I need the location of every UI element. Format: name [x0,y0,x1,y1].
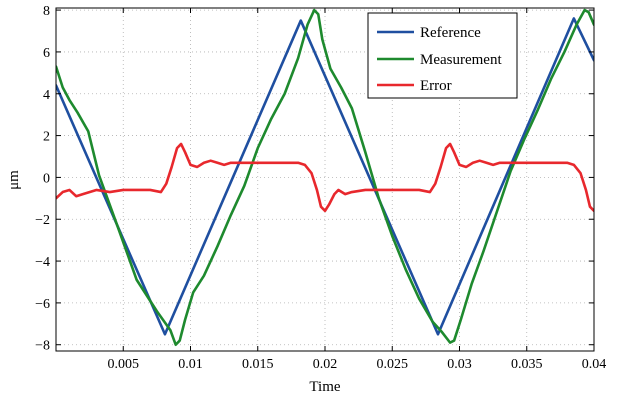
x-tick-label: 0.04 [582,357,607,372]
x-tick-label: 0.02 [313,357,338,372]
legend-label-reference: Reference [420,25,481,41]
legend-label-error: Error [420,78,452,94]
y-tick-label: 4 [43,88,50,103]
y-tick-label: 6 [43,46,50,61]
legend-label-measurement: Measurement [420,52,502,68]
y-tick-label: 2 [43,130,50,145]
y-tick-label: 0 [43,171,50,186]
y-tick-label: 8 [43,4,50,19]
series-error-line [56,142,594,213]
axis-ticks: 0.005 0.01 0.015 0.02 0.025 0.03 0.035 0.04 8 6 4 2… [35,4,606,372]
x-tick-label: 0.025 [377,357,409,372]
x-tick-label: 0.03 [447,357,472,372]
x-tick-label: 0.015 [242,357,274,372]
x-tick-label: 0.01 [178,357,203,372]
y-tick-label: −2 [35,213,50,228]
y-tick-label: −4 [35,255,50,270]
x-tick-label: 0.005 [108,357,140,372]
x-tick-label: 0.035 [511,357,543,372]
series-lines [56,8,594,347]
y-tick-label: −6 [35,297,50,312]
legend: Reference Measurement Error [367,12,518,99]
y-axis-label: μm [6,170,22,190]
series-measurement-line [56,8,594,347]
x-axis-label: Time [309,379,340,395]
y-tick-label: −8 [35,339,50,354]
